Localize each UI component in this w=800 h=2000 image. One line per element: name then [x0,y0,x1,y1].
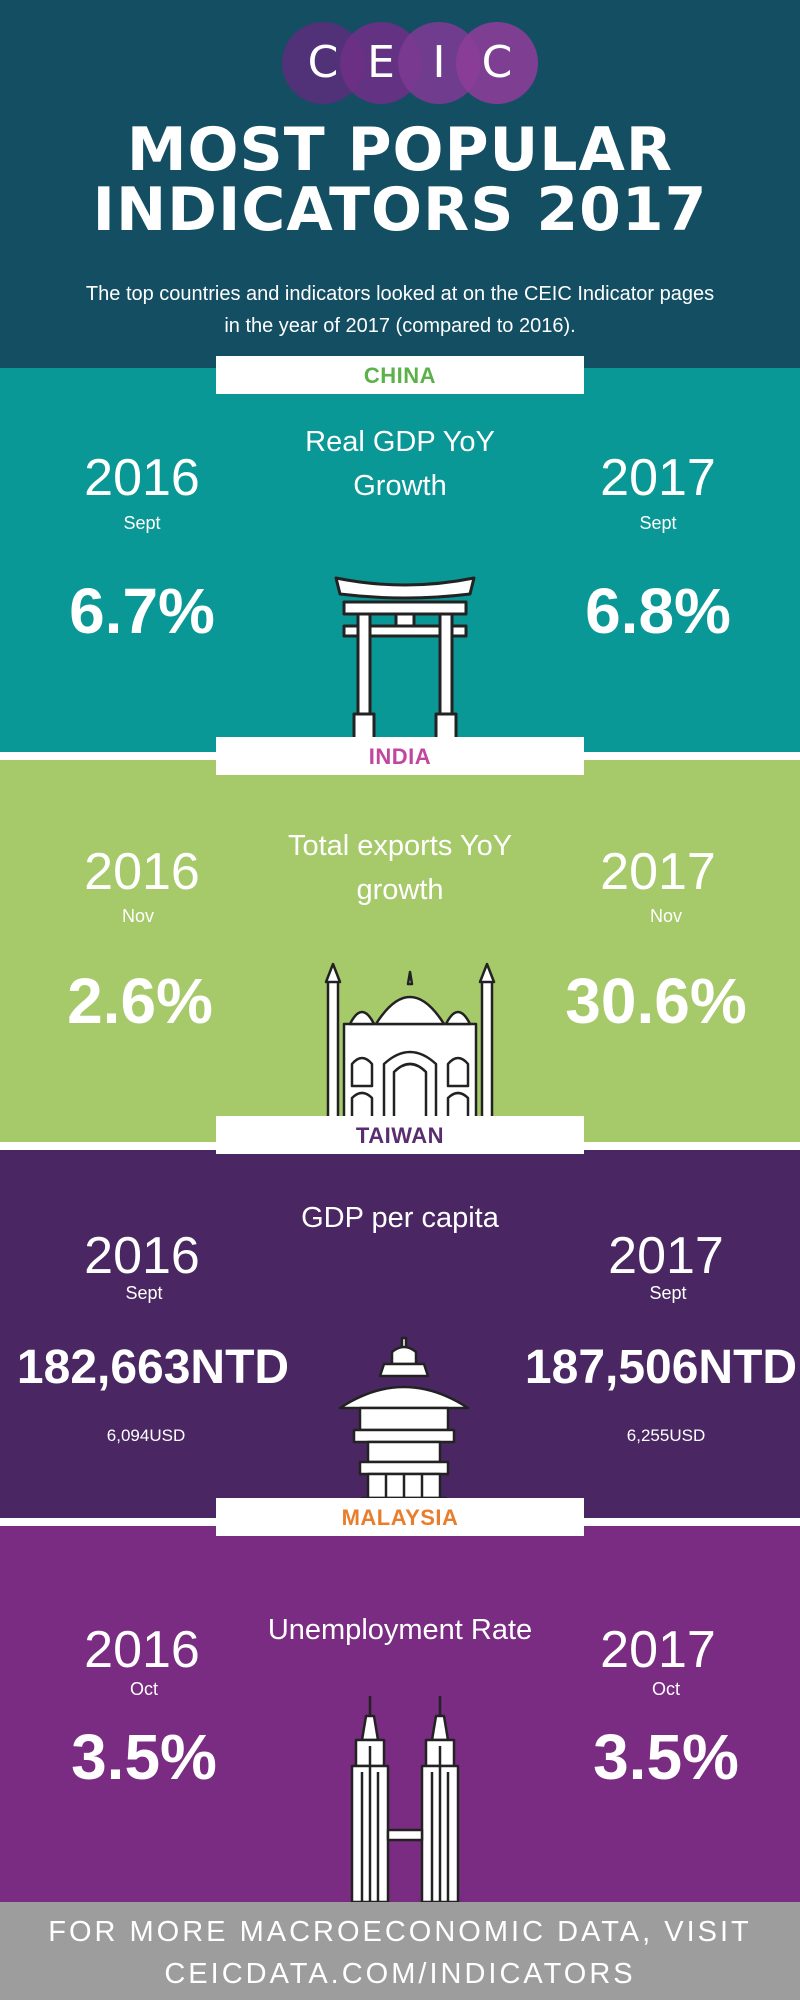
page-title-line1: MOST POPULAR [126,115,674,185]
indicator-title: Unemployment Rate [267,1614,533,1646]
section-china: Real GDP YoY Growth 2016 Sept 6.7% 2017 … [0,368,800,752]
pagoda-tower-icon [338,1336,470,1518]
usd-left: 6,094USD [106,1426,186,1445]
section-india: Total exports YoY growth 2016 Nov 2.6% 2… [0,760,800,1142]
year-left: 2016 [84,843,200,901]
indicator-line2: Growth [353,470,447,502]
year-left: 2016 [84,1621,200,1679]
country-tag-china: CHINA [216,356,584,394]
indicator-title: GDP per capita [301,1202,499,1234]
petronas-towers-icon [350,1696,460,1902]
value-right: 30.6% [565,965,747,1037]
logo-letter: C [307,37,339,88]
footer: FOR MORE MACROECONOMIC DATA, VISIT CEICD… [0,1902,800,2000]
month-left: Nov [121,906,154,926]
logo-letter: E [367,37,395,88]
year-right: 2017 [608,1227,724,1285]
footer-link[interactable]: CEICDATA.COM/INDICATORS [164,1958,636,1990]
country-tag-malaysia: MALAYSIA [216,1498,584,1536]
header: C E I C MOST POPULAR INDICATORS 2017 The… [0,0,800,368]
month-left: Sept [123,513,161,533]
torii-gate-icon [334,576,476,752]
country-tag-taiwan: TAIWAN [216,1116,584,1154]
value-right: 3.5% [593,1721,739,1793]
month-right: Sept [639,513,677,533]
indicator-title: Total exports YoY growth [250,824,550,912]
footer-cta: FOR MORE MACROECONOMIC DATA, VISIT [48,1916,752,1948]
year-right: 2017 [600,843,716,901]
indicator-line1: Total exports YoY [287,830,513,862]
intro-line2: in the year of 2017 (compared to 2016). [224,315,576,337]
month-left: Oct [129,1679,158,1699]
ceic-logo[interactable]: C E I C [282,22,542,104]
logo-letter: I [432,37,446,88]
value-left: 6.7% [69,575,215,647]
country-tag-india: INDIA [216,737,584,775]
indicator-line2: growth [356,874,444,906]
logo-circle [456,22,538,104]
indicator-line1: Real GDP YoY [305,426,495,458]
year-left: 2016 [84,1227,200,1285]
usd-right: 6,255USD [626,1426,706,1445]
page-title-line2: INDICATORS 2017 [92,175,708,245]
value-left: 2.6% [67,965,213,1037]
intro-text: The top countries and indicators looked … [60,278,740,342]
value-left: 3.5% [71,1721,217,1793]
month-left: Sept [125,1283,163,1303]
taj-mahal-icon [324,962,496,1124]
indicator-title: Real GDP YoY Growth [250,420,550,508]
intro-line1: The top countries and indicators looked … [85,283,715,305]
section-malaysia: Unemployment Rate 2016 Oct 3.5% 2017 Oct… [0,1526,800,1902]
year-right: 2017 [600,1621,716,1679]
month-right: Oct [651,1679,680,1699]
value-right: 187,506NTD [524,1341,798,1394]
logo-letter: C [481,37,513,88]
month-right: Nov [649,906,682,926]
year-right: 2017 [600,449,716,507]
value-left: 182,663NTD [16,1341,290,1394]
year-left: 2016 [84,449,200,507]
section-taiwan: GDP per capita 2016 Sept 182,663NTD 6,09… [0,1150,800,1518]
value-right: 6.8% [585,575,731,647]
month-right: Sept [649,1283,687,1303]
